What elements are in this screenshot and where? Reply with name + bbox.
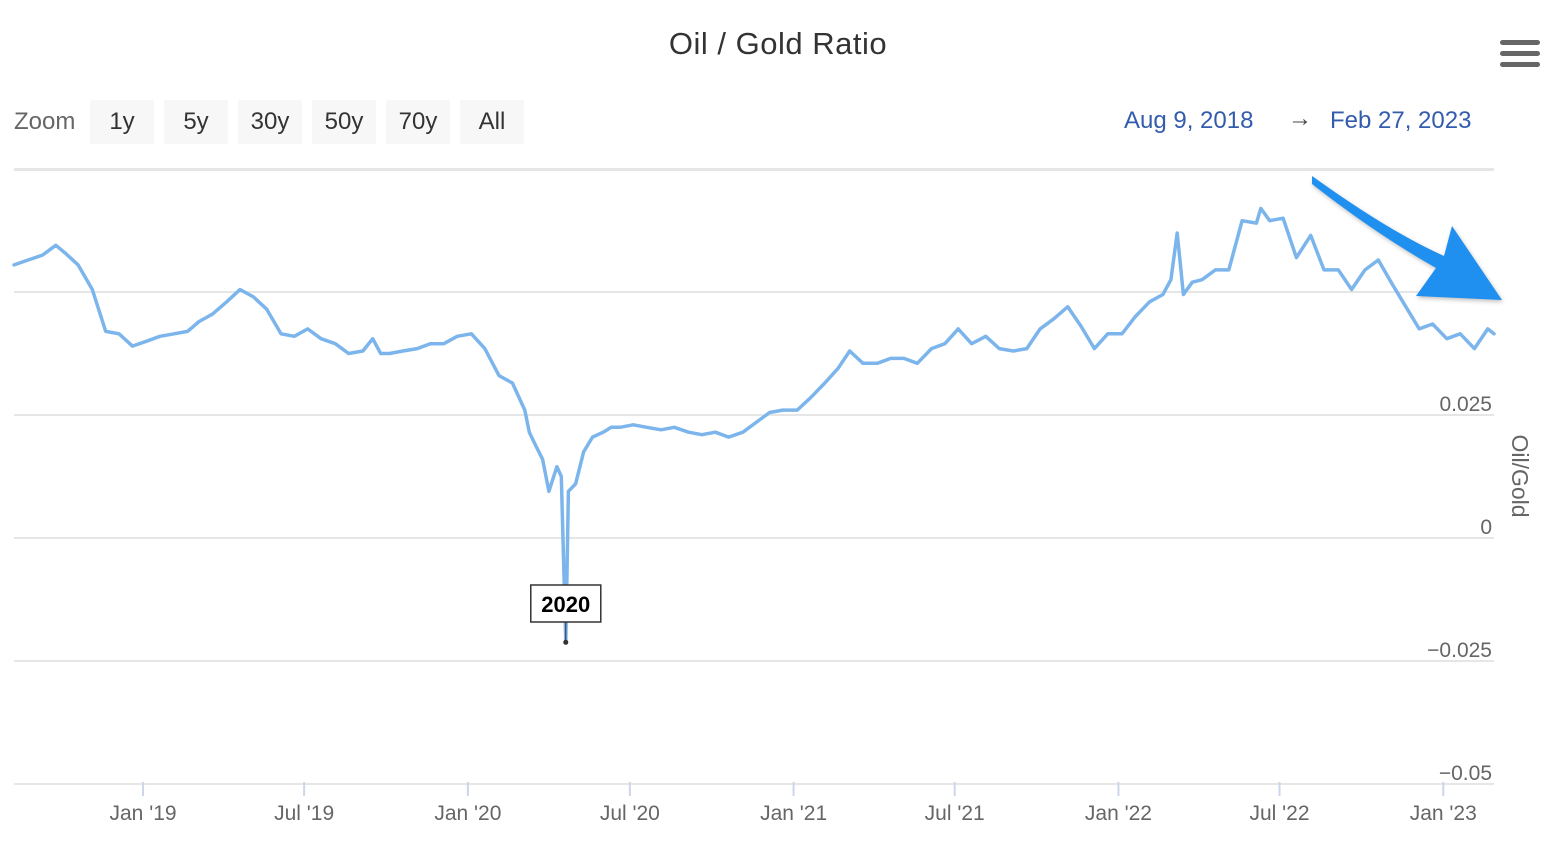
zoom-5y-button[interactable]: 5y (164, 100, 228, 144)
oil-gold-ratio-line (12, 206, 1496, 645)
zoom-50y-button[interactable]: 50y (312, 100, 376, 144)
y-tick-label: 0 (1480, 516, 1492, 539)
zoom-70y-button[interactable]: 70y (386, 100, 450, 144)
x-tick-label: Jan '20 (434, 802, 501, 825)
chart-title: Oil / Gold Ratio (668, 26, 888, 61)
hamburger-menu-icon[interactable] (1500, 40, 1540, 70)
annotation-box (530, 584, 602, 623)
x-tick-label: Jul '19 (274, 802, 334, 825)
y-axis-title: Oil/Gold (1507, 434, 1533, 517)
x-tick-label: Jan '22 (1085, 802, 1152, 825)
x-tick-label: Jan '23 (1410, 802, 1477, 825)
zoom-1y-button[interactable]: 1y (90, 100, 154, 144)
x-tick-label: Jul '21 (925, 802, 985, 825)
zoom-30y-button[interactable]: 30y (238, 100, 302, 144)
y-tick-label: −0.025 (1427, 639, 1492, 662)
zoom-label: Zoom (14, 108, 76, 135)
range-arrow-icon: → (1288, 105, 1312, 132)
callout-arrow-icon (1312, 176, 1502, 300)
x-tick-label: Jan '19 (110, 802, 177, 825)
x-tick-label: Jan '21 (760, 802, 827, 825)
annotation-point (563, 639, 569, 645)
zoom-all-button[interactable]: All (460, 100, 524, 144)
y-tick-label: 0.025 (1439, 393, 1492, 416)
annotation-label: 2020 (541, 592, 590, 617)
range-from-input[interactable]: Aug 9, 2018 (1124, 107, 1254, 134)
x-tick-label: Jul '22 (1249, 802, 1309, 825)
y-tick-label: −0.05 (1439, 762, 1492, 785)
range-to-input[interactable]: Feb 27, 2023 (1330, 107, 1472, 134)
x-tick-label: Jul '20 (600, 802, 660, 825)
